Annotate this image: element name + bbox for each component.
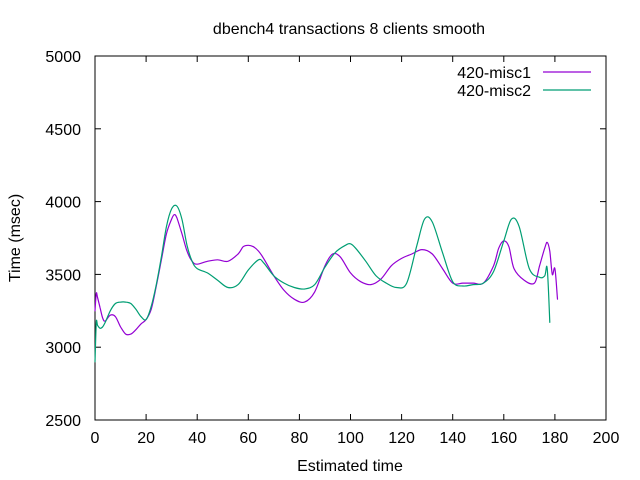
- x-tick-label: 160: [490, 430, 517, 447]
- legend-label-420-misc1: 420-misc1: [457, 65, 531, 82]
- legend: 420-misc1 420-misc2: [457, 65, 591, 100]
- y-tick-label: 4000: [45, 195, 81, 212]
- x-tick-label: 140: [439, 430, 466, 447]
- x-tick-label: 200: [593, 430, 620, 447]
- y-tick-label: 3000: [45, 340, 81, 357]
- x-tick-label: 180: [542, 430, 569, 447]
- x-tick-label: 20: [137, 430, 155, 447]
- y-axis-label: Time (msec): [7, 194, 24, 282]
- x-tick-label: 60: [239, 430, 257, 447]
- x-tick-label: 100: [337, 430, 364, 447]
- x-tick-label: 120: [388, 430, 415, 447]
- series-line-420-misc1: [94, 214, 559, 336]
- y-tick-label: 5000: [45, 49, 81, 66]
- x-axis-label: Estimated time: [297, 458, 403, 475]
- legend-label-420-misc2: 420-misc2: [457, 83, 531, 100]
- plot-frame: [94, 55, 607, 421]
- y-tick-label: 4500: [45, 122, 81, 139]
- y-tick-label: 2500: [45, 413, 81, 430]
- x-tick-label: 0: [91, 430, 100, 447]
- axis-ticks: 0 20 40 60 80 100 120 140 160 180 200 2500 3000 3500 4…: [45, 49, 619, 447]
- chart-title: dbench4 transactions 8 clients smooth: [213, 21, 485, 38]
- x-tick-label: 40: [188, 430, 206, 447]
- y-tick-label: 3500: [45, 267, 81, 284]
- x-tick-label: 80: [291, 430, 309, 447]
- series-line-420-misc2: [94, 204, 551, 363]
- series-group: [94, 204, 559, 363]
